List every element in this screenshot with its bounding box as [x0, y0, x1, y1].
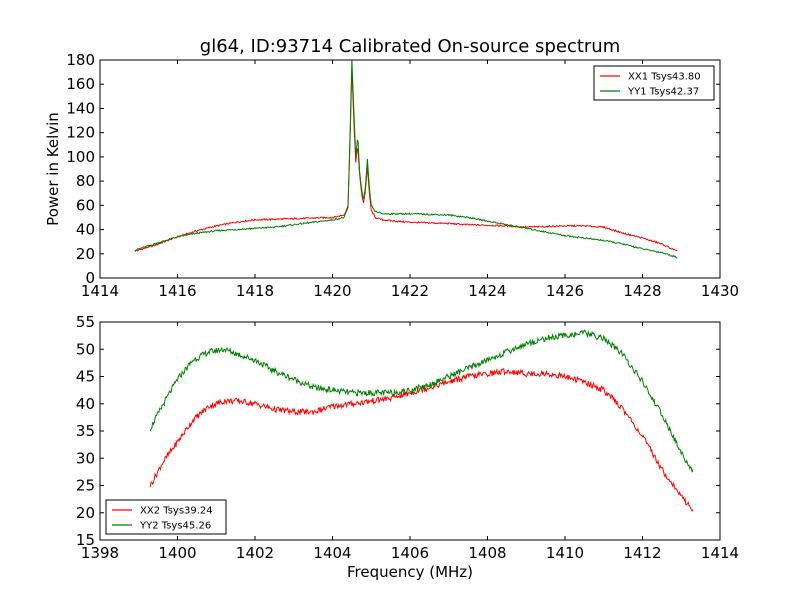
x-tick-label: 1406	[391, 544, 429, 562]
y-tick-label: 60	[76, 196, 95, 214]
y-tick-label: 25	[76, 477, 95, 495]
x-tick-label: 1398	[81, 544, 119, 562]
legend: XX1 Tsys43.80 YY1 Tsys42.37	[593, 65, 715, 101]
x-tick-label: 1400	[158, 544, 196, 562]
series-line-xx1	[134, 69, 678, 253]
y-tick-label: 20	[76, 504, 95, 522]
x-tick-label: 1424	[468, 282, 506, 300]
legend-box	[593, 65, 715, 101]
y-tick-label: 160	[66, 75, 95, 93]
x-axis-label: Frequency (MHz)	[347, 563, 473, 581]
x-tick-label: 1426	[546, 282, 584, 300]
y-tick-label: 80	[76, 172, 95, 190]
x-tick-label: 1414	[81, 282, 119, 300]
x-tick-label: 1404	[313, 544, 351, 562]
y-tick-label: 50	[76, 340, 95, 358]
x-tick-label: 1408	[468, 544, 506, 562]
legend: XX2 Tsys39.24 YY2 Tsys45.26	[105, 499, 227, 535]
y-tick-label: 180	[66, 51, 95, 69]
bottom-panel-spectrum: 1398 1400 1402 1404 1406 1408 1410 1412 1414 15 20…	[76, 313, 739, 581]
x-tick-label: 1430	[701, 282, 739, 300]
legend-entry: XX2 Tsys39.24	[140, 506, 213, 517]
x-tick-label: 1410	[546, 544, 584, 562]
series-line-yy1	[134, 60, 678, 259]
x-tick-label: 1414	[701, 544, 739, 562]
y-tick-label: 120	[66, 124, 95, 142]
legend-box	[105, 499, 227, 535]
y-tick-label: 55	[76, 313, 95, 331]
x-tick-label: 1416	[158, 282, 196, 300]
y-tick-label: 45	[76, 368, 95, 386]
top-panel-on-source-spectrum: 1414 1416 1418 1420 1422 1424 1426 1428 1430 0 20 4…	[44, 36, 739, 300]
legend-entry: XX1 Tsys43.80	[628, 72, 701, 83]
x-tick-label: 1418	[236, 282, 274, 300]
y-tick-label: 35	[76, 422, 95, 440]
y-axis-label: Power in Kelvin	[44, 112, 62, 226]
x-tick-label: 1412	[623, 544, 661, 562]
y-tick-label: 20	[76, 245, 95, 263]
x-tick-label: 1428	[623, 282, 661, 300]
x-tick-label: 1420	[313, 282, 351, 300]
legend-entry: YY1 Tsys42.37	[627, 87, 699, 98]
legend-entry: YY2 Tsys45.26	[139, 521, 211, 532]
y-tick-label: 40	[76, 221, 95, 239]
y-tick-label: 30	[76, 449, 95, 467]
y-tick-label: 100	[66, 148, 95, 166]
x-tick-label: 1422	[391, 282, 429, 300]
series-line-yy2	[149, 329, 694, 473]
chart-title: gl64, ID:93714 Calibrated On-source spec…	[200, 36, 620, 57]
y-tick-label: 40	[76, 395, 95, 413]
y-tick-label: 140	[66, 99, 95, 117]
y-tick-label: 15	[76, 531, 95, 549]
y-tick-label: 0	[85, 269, 95, 287]
x-tick-label: 1402	[236, 544, 274, 562]
